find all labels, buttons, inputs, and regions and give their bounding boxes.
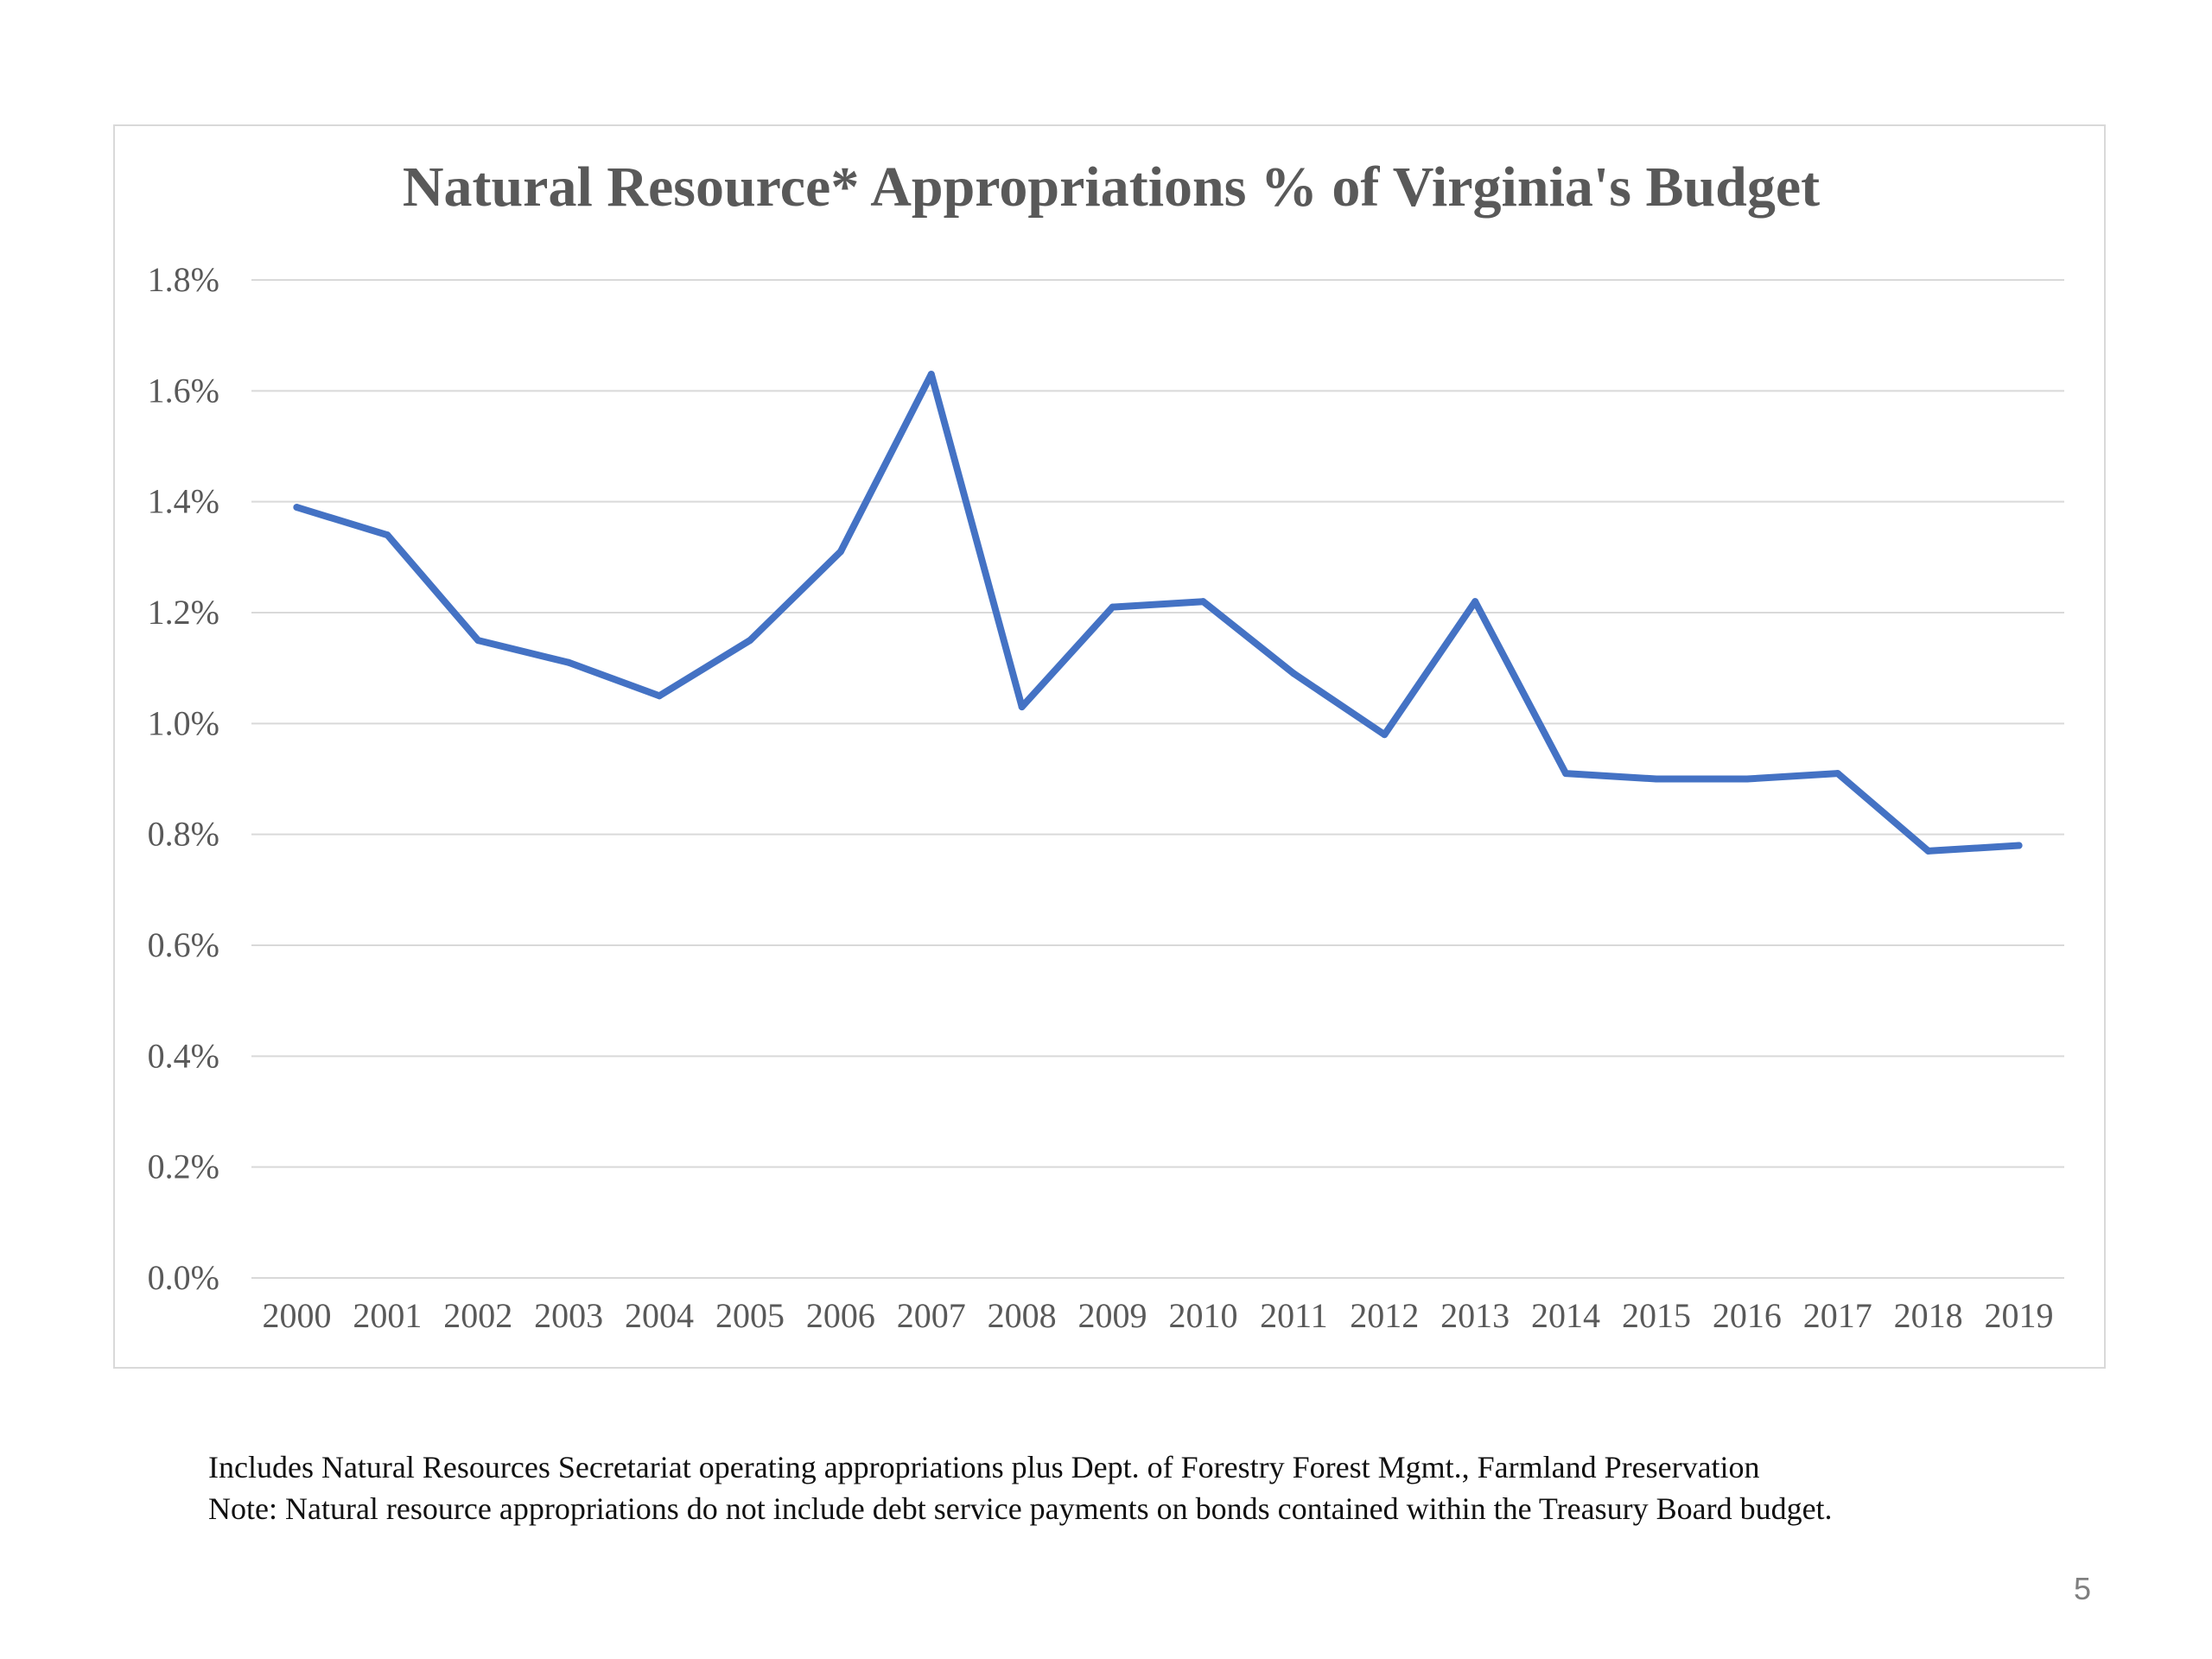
data-point (656, 692, 664, 700)
x-tick-label: 2007 (897, 1296, 966, 1335)
x-tick-label: 2004 (625, 1296, 694, 1335)
data-point (1018, 703, 1026, 711)
x-tick-label: 2010 (1168, 1296, 1237, 1335)
x-tick-label: 2012 (1350, 1296, 1419, 1335)
x-tick-label: 2005 (715, 1296, 785, 1335)
data-point (2015, 842, 2023, 849)
x-tick-label: 2011 (1260, 1296, 1328, 1335)
chart-container: Natural Resource* Appropriations % of Vi… (113, 124, 2106, 1369)
data-point (836, 548, 844, 556)
x-tick-label: 2016 (1713, 1296, 1782, 1335)
x-tick-label: 2015 (1622, 1296, 1691, 1335)
data-point (1199, 598, 1207, 606)
data-point (1471, 598, 1479, 606)
page-number: 5 (2073, 1571, 2091, 1606)
y-tick-label: 0.2% (148, 1147, 219, 1186)
x-tick-label: 2003 (534, 1296, 603, 1335)
y-tick-label: 1.0% (148, 703, 219, 742)
x-tick-label: 2019 (1985, 1296, 2054, 1335)
y-tick-label: 1.6% (148, 371, 219, 410)
x-tick-label: 2006 (806, 1296, 875, 1335)
line-chart: Natural Resource* Appropriations % of Vi… (148, 156, 2064, 1335)
y-tick-label: 0.4% (148, 1036, 219, 1075)
data-point (565, 658, 573, 666)
x-tick-label: 2009 (1078, 1296, 1147, 1335)
footnotes: Includes Natural Resources Secretariat o… (208, 1446, 2109, 1529)
footnote-note: Note: Natural resource appropriations do… (208, 1491, 1833, 1526)
data-point (1562, 770, 1570, 778)
data-point (1381, 731, 1389, 739)
data-point (1834, 770, 1841, 778)
x-tick-label: 2002 (443, 1296, 512, 1335)
x-axis-labels: 2000 2001 2002 2003 2004 2005 2006 2007 2008 2009… (262, 1296, 2053, 1335)
x-tick-label: 2008 (988, 1296, 1057, 1335)
x-tick-label: 2000 (262, 1296, 331, 1335)
data-point (384, 531, 391, 539)
y-tick-label: 1.8% (148, 260, 219, 299)
data-point (746, 637, 753, 645)
y-tick-label: 0.8% (148, 815, 219, 854)
x-tick-label: 2014 (1531, 1296, 1600, 1335)
chart-title: Natural Resource* Appropriations % of Vi… (403, 156, 1820, 219)
data-point (1743, 775, 1751, 783)
data-point (1109, 603, 1116, 611)
y-tick-label: 1.2% (148, 593, 219, 632)
data-point (927, 371, 935, 378)
x-tick-label: 2001 (353, 1296, 422, 1335)
gridlines (251, 279, 2064, 1279)
x-tick-label: 2017 (1803, 1296, 1872, 1335)
data-point (474, 637, 482, 645)
y-tick-label: 0.6% (148, 925, 219, 964)
data-point (1924, 847, 1932, 855)
y-tick-label: 0.0% (148, 1258, 219, 1297)
series-line (293, 371, 2023, 855)
series-layer (293, 371, 2023, 855)
y-axis-labels: 0.0% 0.2% 0.4% 0.6% 0.8% 1.0% 1.2% 1.4% 1.6% 1.8% (148, 260, 219, 1297)
x-tick-label: 2018 (1894, 1296, 1963, 1335)
data-point (293, 504, 301, 512)
data-point (1290, 670, 1298, 677)
footnote-includes: Includes Natural Resources Secretariat o… (208, 1450, 1760, 1484)
data-point (1652, 775, 1660, 783)
x-tick-label: 2013 (1440, 1296, 1510, 1335)
y-tick-label: 1.4% (148, 482, 219, 521)
